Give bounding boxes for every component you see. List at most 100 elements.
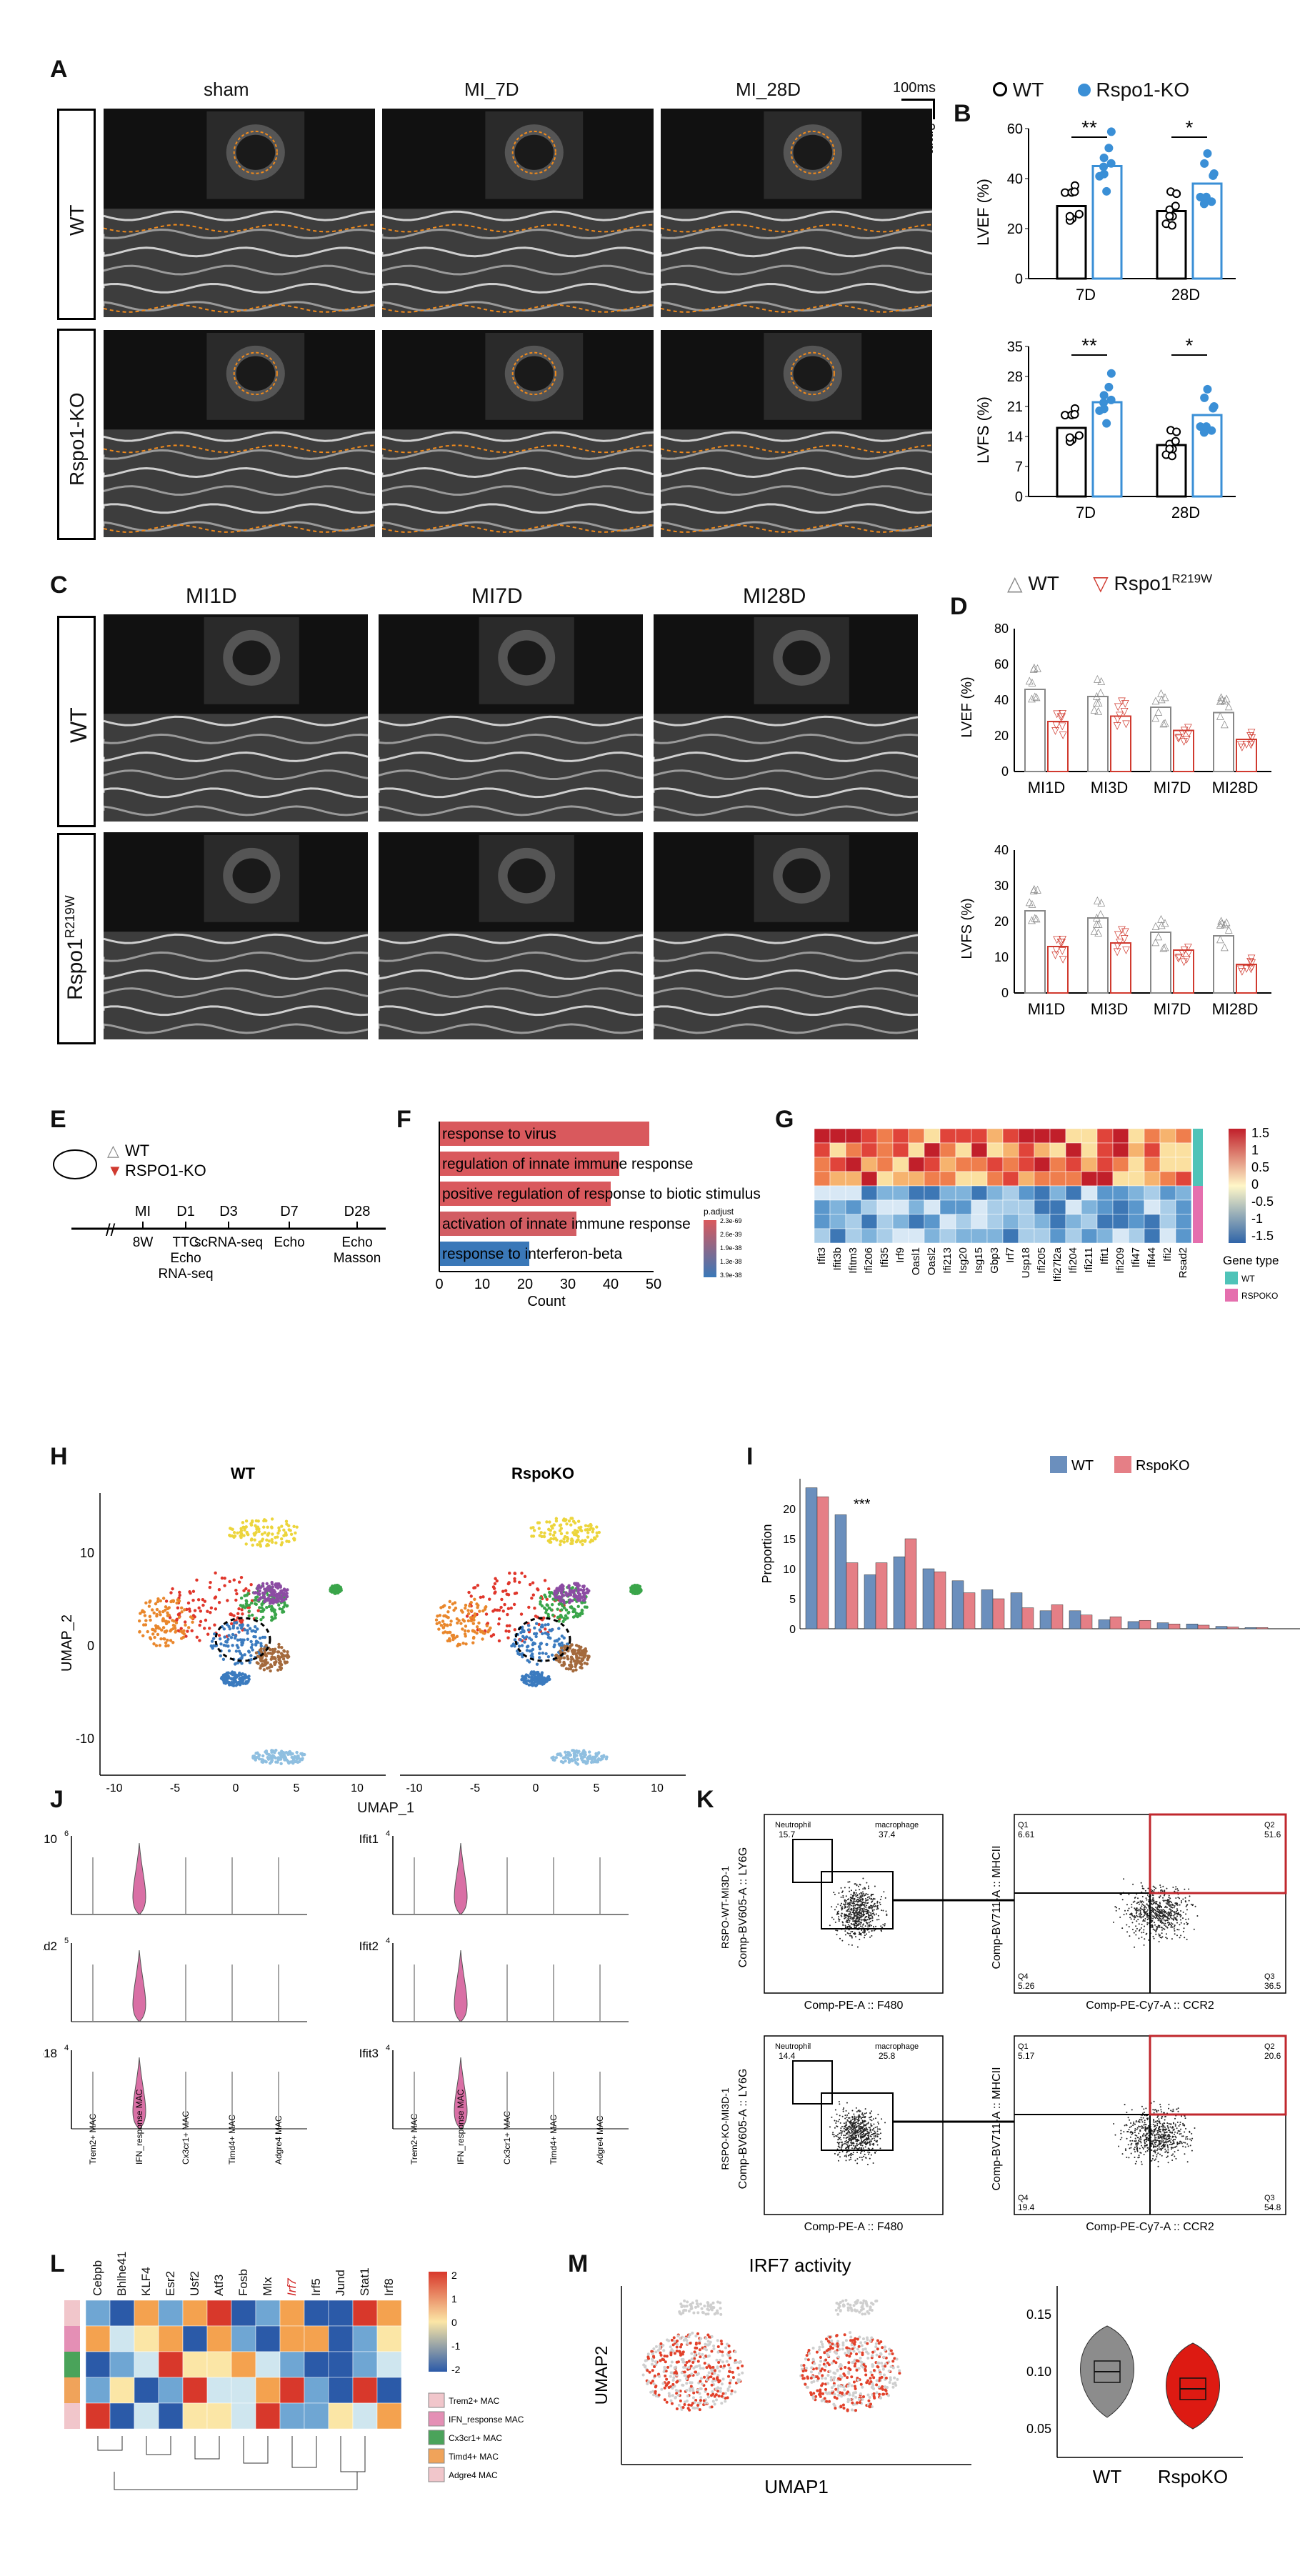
k-ko-gate1-event [836, 2148, 839, 2150]
k-wt-gate1-event [841, 1912, 843, 1914]
h-ko-cell [529, 1526, 533, 1530]
c-echo-mut-2-mmode [654, 932, 918, 1039]
k-wt-gate2-event [1155, 1930, 1157, 1932]
h-wt-cell [276, 1532, 280, 1535]
a-echo-ko-1-wall [382, 449, 654, 460]
g-cell [829, 1199, 846, 1215]
d-lvef-point: ▽ [1118, 695, 1126, 707]
h-wt-cell [232, 1679, 236, 1684]
d-lvfs-bar [1150, 932, 1171, 994]
j-right-gene: Ifit1 [359, 1832, 379, 1846]
b-lvef-point [1199, 199, 1209, 209]
k-wt-gate2-event [1162, 1897, 1164, 1899]
k-wt-gate1-event [837, 1918, 839, 1920]
k-wt-gate2-event [1164, 1912, 1166, 1914]
d-lvfs-ytick: 40 [994, 843, 1009, 857]
h-wt-cell [265, 1582, 269, 1586]
k-wt-gate1-event [849, 1917, 851, 1919]
k-wt-gate2-event [1135, 1934, 1137, 1936]
k-ko-gate1-x: Comp-PE-A :: F480 [804, 2221, 904, 2233]
a-echo-wt-1-mtrace [382, 224, 654, 233]
k-wt-gate2-event [1163, 1894, 1165, 1897]
k-ko-gate1-event [861, 2145, 864, 2147]
h-ko-cell [522, 1676, 526, 1679]
h-ko-cell [530, 1670, 534, 1674]
h-wt-cell [171, 1587, 174, 1591]
h-wt-cell [262, 1596, 266, 1600]
g-cell [971, 1142, 988, 1158]
k-ko-gate1-event [860, 2150, 862, 2152]
k-wt-gate2-event [1136, 1914, 1138, 1917]
c-echo-mut-2-wall [654, 987, 918, 999]
k-wt-gate1-event [837, 1910, 839, 1912]
h-wt-cell [281, 1751, 286, 1754]
h-wt-cell [223, 1577, 226, 1580]
k-wt-gate2-event [1152, 1901, 1154, 1903]
b-lvfs-point [1104, 382, 1114, 391]
k-wt-gate2-event [1115, 1909, 1117, 1912]
d-lvfs-point: △ [1031, 912, 1039, 923]
g-gene: Gbp3 [989, 1247, 1001, 1274]
k-wt-gate2-event [1126, 1904, 1128, 1906]
h-ko-cell [464, 1606, 467, 1610]
h-wt-cell [226, 1637, 230, 1641]
g-cell [1049, 1171, 1066, 1187]
h-wt-cell [237, 1580, 241, 1584]
h-wt-cell [169, 1591, 173, 1594]
k-ko-gate1-event [869, 2140, 871, 2142]
k-wt-gate2-event [1159, 1902, 1161, 1904]
i-bar-ko [992, 1598, 1005, 1629]
h-ko-cell [497, 1622, 501, 1626]
h-ko-cell [583, 1591, 586, 1595]
h-ko-cell [446, 1624, 449, 1627]
h-wt-cell [273, 1751, 276, 1754]
h-ko-cell [565, 1531, 569, 1535]
h-wt-cell [231, 1632, 235, 1637]
c-echo-mut-1-wall [379, 933, 643, 944]
h-ko-cell [549, 1592, 552, 1595]
h-wt-cell [250, 1599, 254, 1602]
h-ko-cell [527, 1605, 531, 1609]
k-wt-gate2-event [1171, 1902, 1173, 1904]
h-wt-cell [252, 1591, 256, 1594]
h-ko-cell [547, 1587, 551, 1591]
h-wt-cell [241, 1521, 245, 1524]
k-ko-gate1-event [837, 2153, 839, 2155]
k-ko-gate1-event [852, 2137, 854, 2139]
k-wt-gate1-event [844, 1899, 846, 1902]
k-wt-gate1-event [842, 1897, 844, 1899]
h-wt-cell [276, 1650, 280, 1654]
h-ko-cell [571, 1615, 576, 1619]
h-ko-cell [574, 1749, 579, 1753]
k-wt-gate2-event [1171, 1903, 1174, 1905]
h-ko-cell [579, 1645, 583, 1649]
h-wt-cell [283, 1660, 286, 1664]
k-wt-gate2-event [1154, 1912, 1156, 1914]
panel-label-c: C [50, 571, 68, 599]
h-ko-cell [580, 1608, 584, 1612]
k-ko-gate2-event [1133, 2122, 1135, 2125]
k-ko-gate1-event [869, 2130, 871, 2132]
h-wt-cell [281, 1653, 285, 1657]
k-ko-gate1-event [868, 2132, 870, 2134]
k-wt-gate2-event [1196, 1914, 1199, 1917]
h-wt-cell [250, 1643, 254, 1647]
a-echo-ko-2-wall [661, 449, 932, 460]
g-cell [1002, 1214, 1019, 1229]
k-wt-gate1-event [850, 1931, 852, 1933]
b-lvfs-point [1171, 436, 1180, 446]
h-wt-cell [264, 1644, 268, 1647]
panel-label-k: K [696, 1786, 714, 1813]
k-wt-gate1-event [844, 1913, 846, 1915]
k-wt-gate1-event [864, 1904, 866, 1906]
g-cell [971, 1199, 988, 1215]
k-wt-gate1-event [862, 1877, 864, 1879]
k-ko-gate1-event [853, 2113, 855, 2115]
k-wt-gate1-event [872, 1893, 874, 1895]
g-scale-tick: -0.5 [1251, 1194, 1274, 1209]
k-wt-gate2-event [1157, 1915, 1159, 1917]
d-lvef-point: △ [1028, 692, 1036, 704]
k-wt-gate2-event [1148, 1939, 1150, 1941]
h-wt-cell [214, 1607, 218, 1611]
k-wt-gate1-event [858, 1898, 860, 1900]
